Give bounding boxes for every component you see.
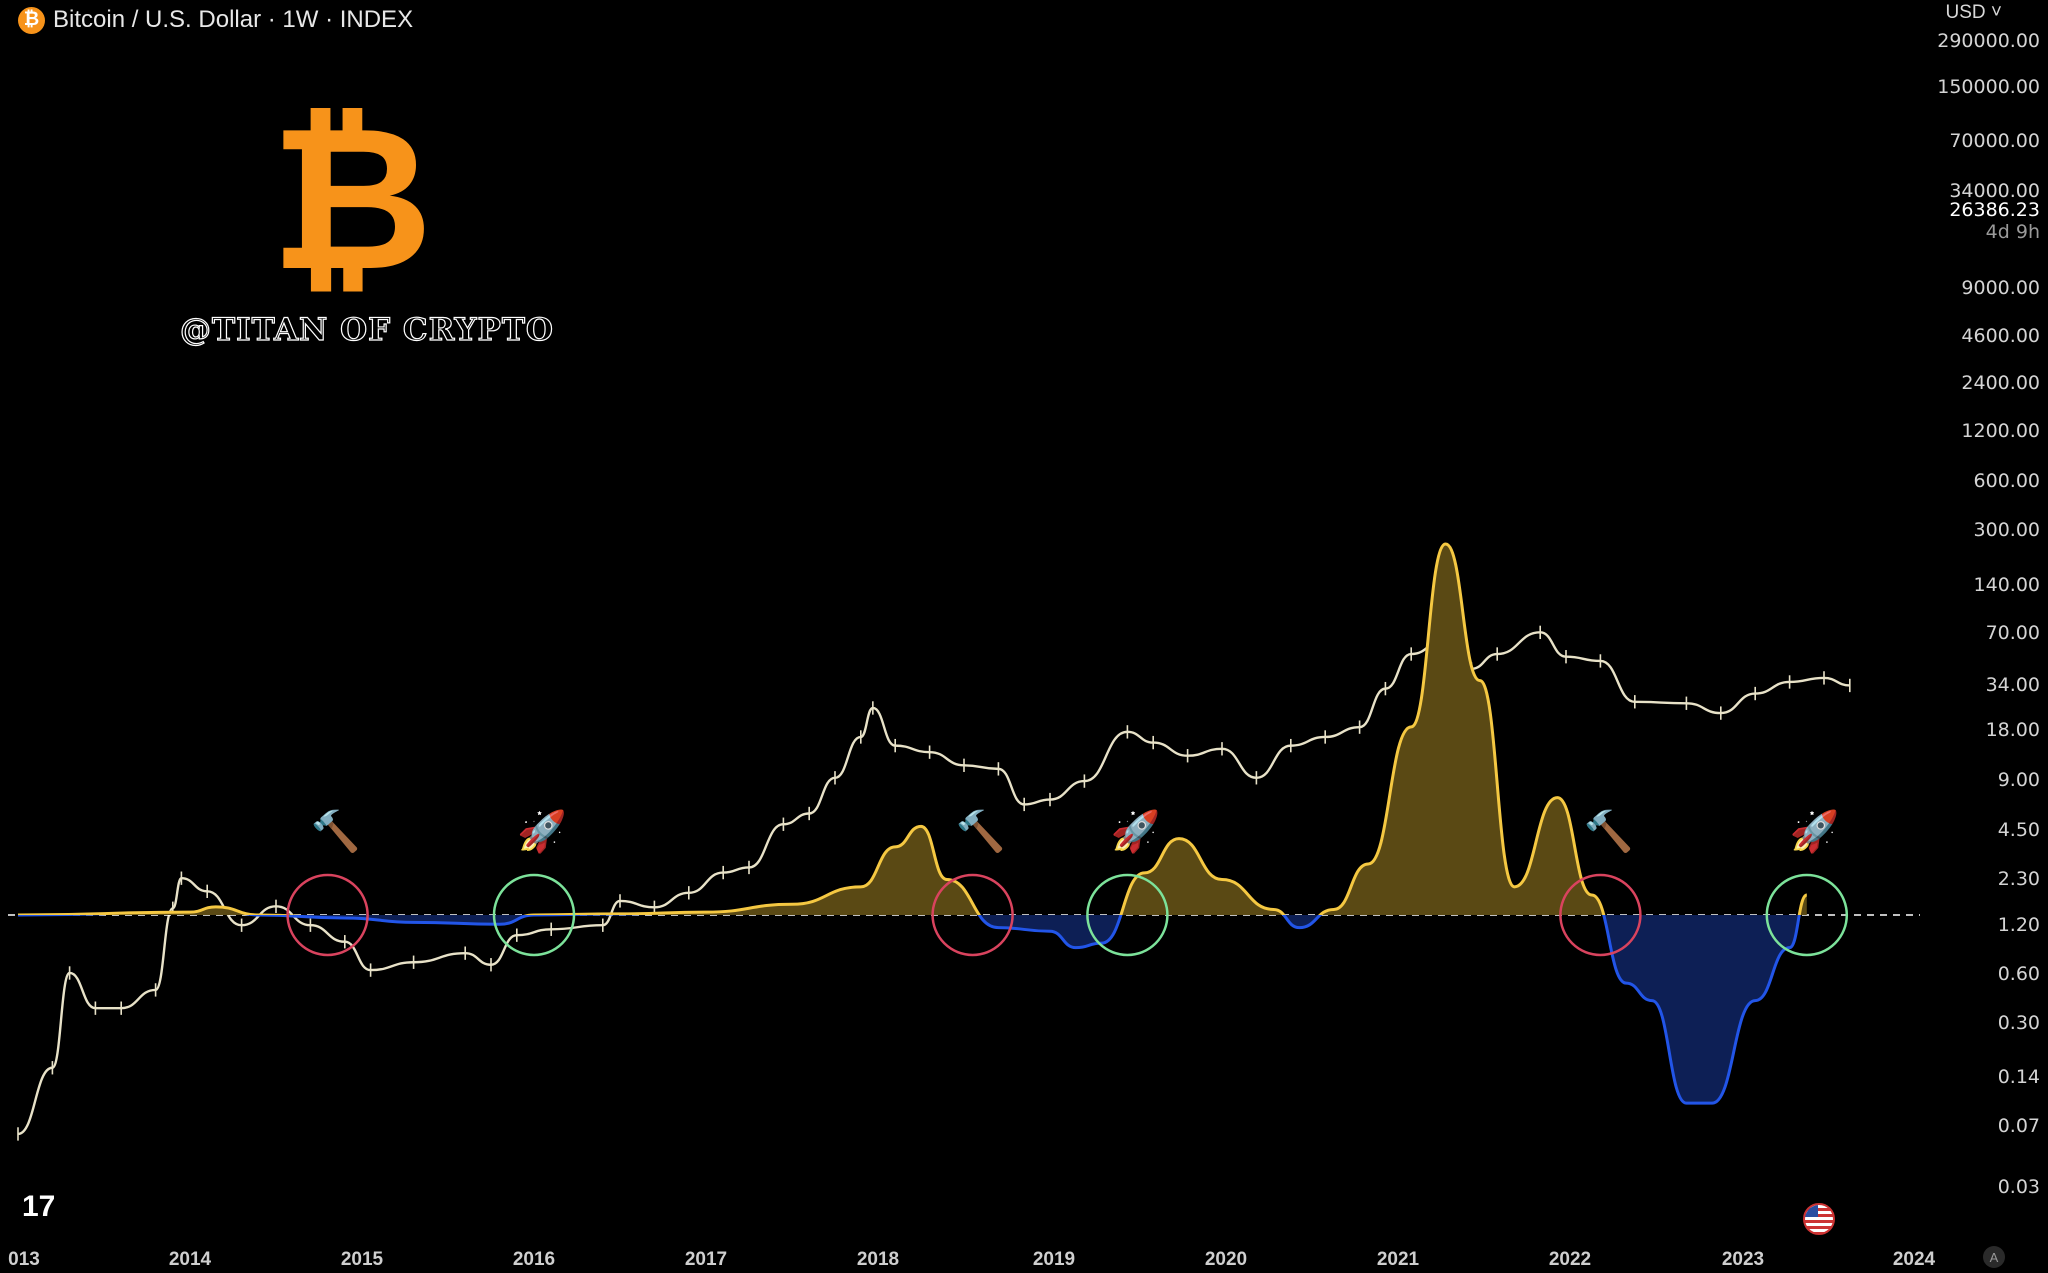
price-axis-label: 1200.00 <box>1961 420 2040 442</box>
price-axis-label: 0.30 <box>1997 1012 2040 1034</box>
oscillator-positive-fill <box>18 543 1807 915</box>
sell-signal-circle <box>286 873 369 957</box>
time-axis-label: 2022 <box>1548 1249 1592 1270</box>
price-axis-label: 34.00 <box>1985 674 2040 696</box>
currency-selector[interactable]: USD ˅ <box>1945 2 2003 23</box>
time-axis-label: 2018 <box>856 1249 900 1270</box>
gavel-icon: 🔨 <box>311 808 361 855</box>
chart-header: ₿ Bitcoin / U.S. Dollar · 1W · INDEX <box>18 4 413 36</box>
price-axis-label: 70.00 <box>1985 622 2040 644</box>
bitcoin-logo-icon: ₿ <box>270 83 433 316</box>
time-axis-label: 2024 <box>1892 1249 1936 1270</box>
price-axis-label: 0.03 <box>1997 1176 2040 1198</box>
oscillator-positive-line <box>17 542 1808 915</box>
symbol-title[interactable]: Bitcoin / U.S. Dollar · 1W · INDEX <box>53 6 414 33</box>
time-axis-label: 2021 <box>1376 1249 1420 1270</box>
watermark-handle: @TITAN OF CRYPTO <box>179 311 554 348</box>
price-axis-label: 9000.00 <box>1961 277 2040 299</box>
price-axis-label: 2400.00 <box>1961 372 2040 394</box>
gavel-icon: 🔨 <box>1583 808 1633 855</box>
buy-signal-circle <box>1765 873 1849 957</box>
price-axis-label: 9.00 <box>1997 769 2040 791</box>
us-flag-icon[interactable] <box>1803 1203 1835 1235</box>
price-axis-label: 4d 9h <box>1985 221 2040 243</box>
price-axis-label: 300.00 <box>1973 519 2040 541</box>
rocket-icon: 🚀 <box>517 808 567 855</box>
time-axis-label: 2014 <box>168 1249 212 1270</box>
price-axis-label: 4600.00 <box>1961 325 2040 347</box>
oscillator-negative-line <box>18 915 1801 1105</box>
price-axis-label: 4.50 <box>1997 819 2040 841</box>
price-axis-label: 1.20 <box>1997 914 2040 936</box>
price-axis-label: 140.00 <box>1973 574 2040 596</box>
chart-canvas[interactable]: 🔨 🚀 🔨 🚀 🔨 🚀 <box>0 0 1920 1245</box>
time-axis-label: 2016 <box>512 1249 556 1270</box>
sell-signal-circle <box>1559 873 1642 957</box>
auto-scale-button[interactable]: A <box>1983 1246 2005 1268</box>
price-axis-label: 0.07 <box>1997 1115 2040 1137</box>
time-axis-label: 013 <box>8 1249 40 1270</box>
buy-signal-circle <box>1086 873 1169 957</box>
rocket-icon: 🚀 <box>1790 808 1840 855</box>
price-axis-label: 150000.00 <box>1937 76 2040 98</box>
oscillator-negative-fill <box>18 915 1807 1104</box>
price-axis-label: 2.30 <box>1997 868 2040 890</box>
sell-signal-circle <box>931 873 1014 957</box>
tradingview-logo[interactable]: 17 <box>22 1190 56 1223</box>
rocket-icon: 🚀 <box>1110 808 1160 855</box>
time-axis-label: 2017 <box>684 1249 728 1270</box>
bitcoin-coin-icon: ₿ <box>18 6 45 34</box>
buy-signal-circle <box>492 873 576 957</box>
price-axis-label: 0.60 <box>1997 963 2040 985</box>
price-axis-label: 0.14 <box>1997 1066 2040 1088</box>
price-axis-label: 290000.00 <box>1937 30 2040 52</box>
price-axis-label: 600.00 <box>1973 470 2040 492</box>
price-axis-label: 70000.00 <box>1949 130 2040 152</box>
time-axis-label: 2023 <box>1721 1249 1765 1270</box>
price-axis-label: 26386.23 <box>1949 199 2040 221</box>
price-axis-label: 18.00 <box>1985 719 2040 741</box>
time-axis-label: 2019 <box>1032 1249 1076 1270</box>
time-axis-label: 2020 <box>1204 1249 1248 1270</box>
gavel-icon: 🔨 <box>956 808 1006 855</box>
price-axis-label: 34000.00 <box>1949 180 2040 202</box>
time-axis-label: 2015 <box>340 1249 384 1270</box>
